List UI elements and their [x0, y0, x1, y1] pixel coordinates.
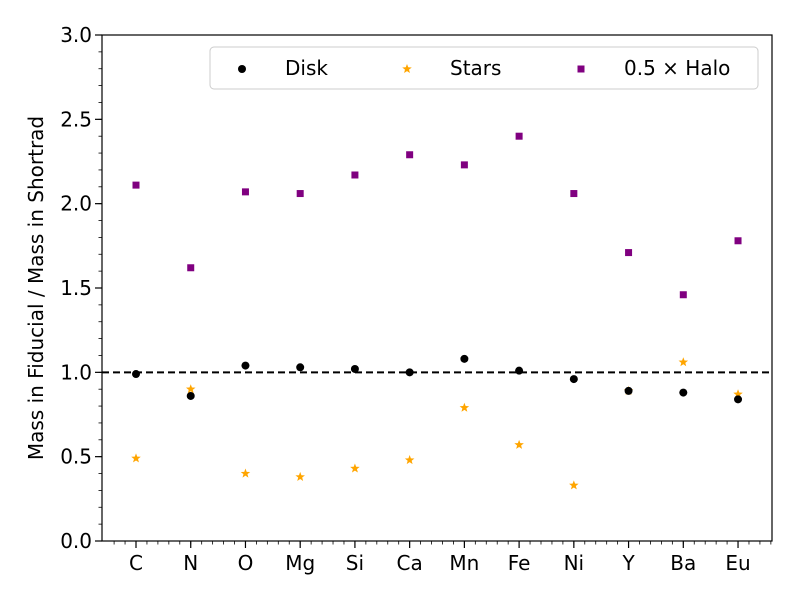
data-point-star-c — [131, 453, 141, 463]
marks-layer — [131, 132, 743, 490]
data-point-square-eu — [734, 237, 742, 245]
x-tick-label: O — [238, 551, 254, 575]
data-point-square-c — [132, 181, 140, 189]
legend-entry: 0.5 × Halo — [577, 56, 730, 80]
y-tick-label: 1.5 — [60, 276, 92, 300]
data-point-square-ca — [406, 151, 414, 159]
data-point-circle-y — [624, 386, 633, 395]
legend-marker-square — [577, 65, 585, 73]
legend-label: Stars — [450, 56, 501, 80]
x-tick-label: Mg — [285, 551, 315, 575]
x-tick-label: Ba — [670, 551, 696, 575]
data-point-star-ni — [569, 480, 579, 490]
y-tick-label: 2.0 — [60, 192, 92, 216]
y-tick-label: 3.0 — [60, 23, 92, 47]
data-point-star-ba — [678, 357, 689, 367]
series-circle — [132, 354, 743, 404]
data-point-square-ni — [570, 190, 578, 198]
y-tick-label: 0.5 — [60, 445, 92, 469]
legend-label: 0.5 × Halo — [624, 56, 730, 80]
data-point-star-eu — [733, 389, 743, 399]
data-point-square-fe — [515, 132, 523, 140]
x-tick-label: Fe — [508, 551, 531, 575]
legend-entry: Stars — [402, 56, 501, 80]
y-tick-label: 2.5 — [60, 107, 92, 131]
legend-marker-star — [402, 64, 412, 74]
y-tick-label: 1.0 — [60, 360, 92, 384]
data-point-circle-mn — [460, 354, 469, 363]
x-tick-label: Y — [621, 551, 635, 575]
x-tick-label: Mn — [449, 551, 479, 575]
data-point-circle-o — [241, 361, 250, 370]
x-tick-label: Ni — [564, 551, 585, 575]
x-tick-label: Ca — [397, 551, 423, 575]
series-square — [132, 132, 742, 299]
data-point-square-n — [187, 264, 195, 272]
y-tick-label: 0.0 — [60, 529, 92, 553]
data-point-circle-n — [186, 391, 195, 400]
data-point-star-mg — [295, 471, 305, 481]
legend-label: Disk — [285, 56, 328, 80]
legend: Disk Stars 0.5 × Halo — [209, 46, 759, 90]
x-tick-label: C — [129, 551, 143, 575]
data-point-star-o — [240, 468, 251, 478]
data-point-circle-mg — [296, 363, 305, 372]
data-point-circle-c — [132, 370, 140, 379]
data-point-square-mn — [460, 161, 468, 169]
x-tick-label: Eu — [725, 551, 750, 575]
data-point-circle-ni — [569, 375, 578, 384]
legend-marker-circle — [238, 65, 246, 73]
axes-layer: 0.0 0.5 1.0 1.5 2.0 2.5 3.0 C N O Mg Si Ca Mn Fe Ni Y Ba E… — [60, 23, 773, 575]
data-point-circle-ba — [679, 388, 688, 397]
data-point-square-o — [241, 188, 249, 196]
data-point-star-mn — [459, 402, 470, 412]
data-point-circle-fe — [515, 366, 524, 375]
data-point-circle-si — [350, 364, 359, 373]
data-point-star-ca — [404, 455, 415, 465]
data-point-square-mg — [296, 190, 304, 198]
data-point-square-si — [351, 171, 359, 179]
y-axis-label: Mass in Fiducial / Mass in Shortrad — [24, 116, 48, 460]
data-point-star-fe — [514, 439, 524, 449]
data-point-circle-eu — [734, 395, 743, 404]
data-point-star-n — [185, 384, 196, 394]
data-point-square-ba — [679, 291, 687, 299]
data-point-circle-ca — [405, 368, 414, 377]
data-point-square-y — [625, 249, 633, 257]
legend-box — [209, 46, 759, 90]
x-tick-label: Si — [346, 551, 364, 575]
data-point-star-si — [350, 463, 360, 473]
legend-entry: Disk — [238, 56, 328, 80]
x-tick-label: N — [183, 551, 198, 575]
